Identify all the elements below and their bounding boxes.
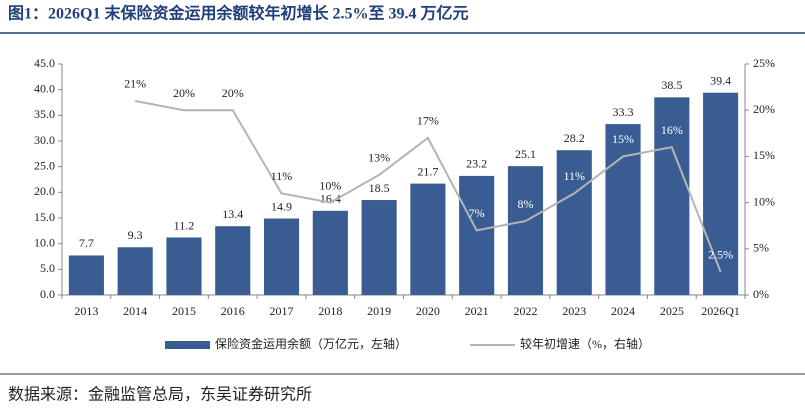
line-label: 20% <box>173 86 195 100</box>
y-tick-label: 20.0 <box>34 184 55 198</box>
y2-tick-label: 15% <box>753 148 775 162</box>
x-tick-label: 2020 <box>416 304 440 318</box>
bar <box>605 124 641 295</box>
bar <box>312 210 348 295</box>
bar-label: 28.2 <box>564 131 585 145</box>
y-tick-label: 15.0 <box>34 210 55 224</box>
bar <box>361 200 397 295</box>
line-label: 15% <box>612 132 634 146</box>
y-tick-label: 0.0 <box>40 287 55 301</box>
x-tick-label: 2021 <box>465 304 489 318</box>
bar <box>263 218 300 295</box>
y2-tick-label: 20% <box>753 102 775 116</box>
bar <box>68 255 104 295</box>
line-label: 16% <box>661 123 683 137</box>
line-label: 13% <box>368 151 390 165</box>
legend-swatch <box>165 341 210 349</box>
line-label: 8% <box>517 197 533 211</box>
bar <box>215 226 251 295</box>
bar-label: 39.4 <box>710 73 731 87</box>
bar-label: 25.1 <box>515 147 536 161</box>
source: 数据来源：金融监管总局，东吴证券研究所 <box>8 386 312 404</box>
y-tick-label: 40.0 <box>34 81 55 95</box>
bar <box>166 237 202 295</box>
bar <box>507 166 544 295</box>
x-tick-label: 2019 <box>367 304 391 318</box>
y-tick-label: 30.0 <box>34 133 55 147</box>
x-tick-label: 2024 <box>611 304 635 318</box>
x-tick-label: 2013 <box>74 304 98 318</box>
x-tick-label: 2014 <box>123 304 147 318</box>
line-label: 11% <box>271 169 293 183</box>
bar <box>410 183 446 295</box>
x-tick-label: 2026Q1 <box>701 304 740 318</box>
line-label: 11% <box>563 169 585 183</box>
y-tick-label: 10.0 <box>34 235 55 249</box>
line-label: 17% <box>417 114 439 128</box>
legend-label: 较年初增速（%，右轴） <box>520 336 650 351</box>
bar-label: 14.9 <box>271 199 292 213</box>
y2-tick-label: 5% <box>753 241 769 255</box>
bar-label: 38.5 <box>661 78 682 92</box>
bar <box>117 247 153 295</box>
x-tick-label: 2018 <box>318 304 342 318</box>
x-tick-label: 2016 <box>221 304 245 318</box>
line <box>134 99 722 273</box>
bar-label: 23.2 <box>466 157 487 171</box>
y-tick-label: 35.0 <box>34 107 55 121</box>
x-tick-label: 2017 <box>270 304 294 318</box>
bar-label: 9.3 <box>128 228 143 242</box>
line-label: 2.5% <box>708 248 733 262</box>
x-tick-label: 2015 <box>172 304 196 318</box>
legend-label: 保险资金运用余额（万亿元，左轴） <box>215 336 407 351</box>
bar-label: 21.7 <box>417 164 438 178</box>
line-label: 10% <box>319 178 341 192</box>
bar <box>556 150 592 295</box>
bar-label: 18.5 <box>369 181 390 195</box>
bar-label: 11.2 <box>174 218 195 232</box>
line-label: 21% <box>124 77 146 91</box>
bar <box>459 175 495 295</box>
line-label: 7% <box>469 206 485 220</box>
bar-label: 33.3 <box>613 105 634 119</box>
x-tick-label: 2025 <box>660 304 684 318</box>
y2-tick-label: 10% <box>753 194 775 208</box>
y2-tick-label: 0% <box>753 287 769 301</box>
chart-title: 图1：2026Q1 末保险资金运用余额较年初增长 2.5%至 39.4 万亿元 <box>8 4 468 23</box>
y2-tick-label: 25% <box>753 56 775 70</box>
y-tick-label: 45.0 <box>34 56 55 70</box>
line-label: 20% <box>222 86 244 100</box>
bar-label: 13.4 <box>222 207 243 221</box>
y-tick-label: 5.0 <box>40 261 55 275</box>
bar-label: 7.7 <box>79 236 94 250</box>
x-tick-label: 2022 <box>513 304 537 318</box>
bar <box>703 92 739 295</box>
bar <box>654 97 690 295</box>
y-tick-label: 25.0 <box>34 158 55 172</box>
x-tick-label: 2023 <box>562 304 586 318</box>
